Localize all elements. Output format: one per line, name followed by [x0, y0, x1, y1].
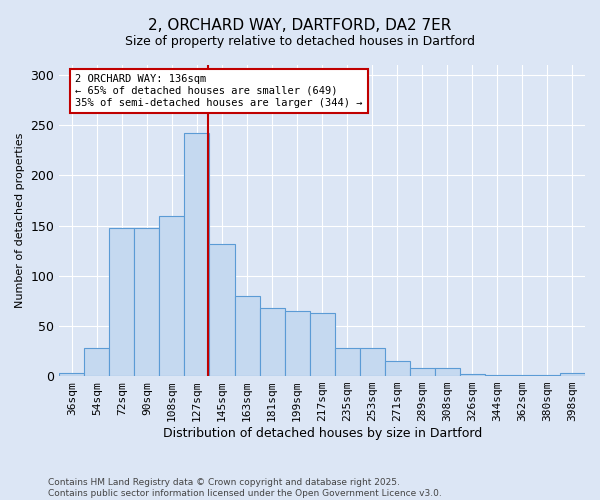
Bar	[209, 244, 235, 376]
Bar	[184, 133, 209, 376]
Bar	[59, 373, 85, 376]
Bar	[134, 228, 160, 376]
Bar	[160, 216, 184, 376]
Text: 2 ORCHARD WAY: 136sqm
← 65% of detached houses are smaller (649)
35% of semi-det: 2 ORCHARD WAY: 136sqm ← 65% of detached …	[75, 74, 362, 108]
Bar	[535, 375, 560, 376]
Bar	[85, 348, 109, 376]
Bar	[335, 348, 359, 376]
Bar	[109, 228, 134, 376]
Bar	[435, 368, 460, 376]
Text: Contains HM Land Registry data © Crown copyright and database right 2025.
Contai: Contains HM Land Registry data © Crown c…	[48, 478, 442, 498]
Bar	[410, 368, 435, 376]
Bar	[560, 373, 585, 376]
X-axis label: Distribution of detached houses by size in Dartford: Distribution of detached houses by size …	[163, 427, 482, 440]
Bar	[359, 348, 385, 376]
Y-axis label: Number of detached properties: Number of detached properties	[15, 133, 25, 308]
Bar	[235, 296, 260, 376]
Text: Size of property relative to detached houses in Dartford: Size of property relative to detached ho…	[125, 35, 475, 48]
Bar	[310, 313, 335, 376]
Bar	[460, 374, 485, 376]
Bar	[284, 311, 310, 376]
Bar	[510, 375, 535, 376]
Bar	[485, 375, 510, 376]
Bar	[260, 308, 284, 376]
Bar	[385, 361, 410, 376]
Text: 2, ORCHARD WAY, DARTFORD, DA2 7ER: 2, ORCHARD WAY, DARTFORD, DA2 7ER	[148, 18, 452, 32]
